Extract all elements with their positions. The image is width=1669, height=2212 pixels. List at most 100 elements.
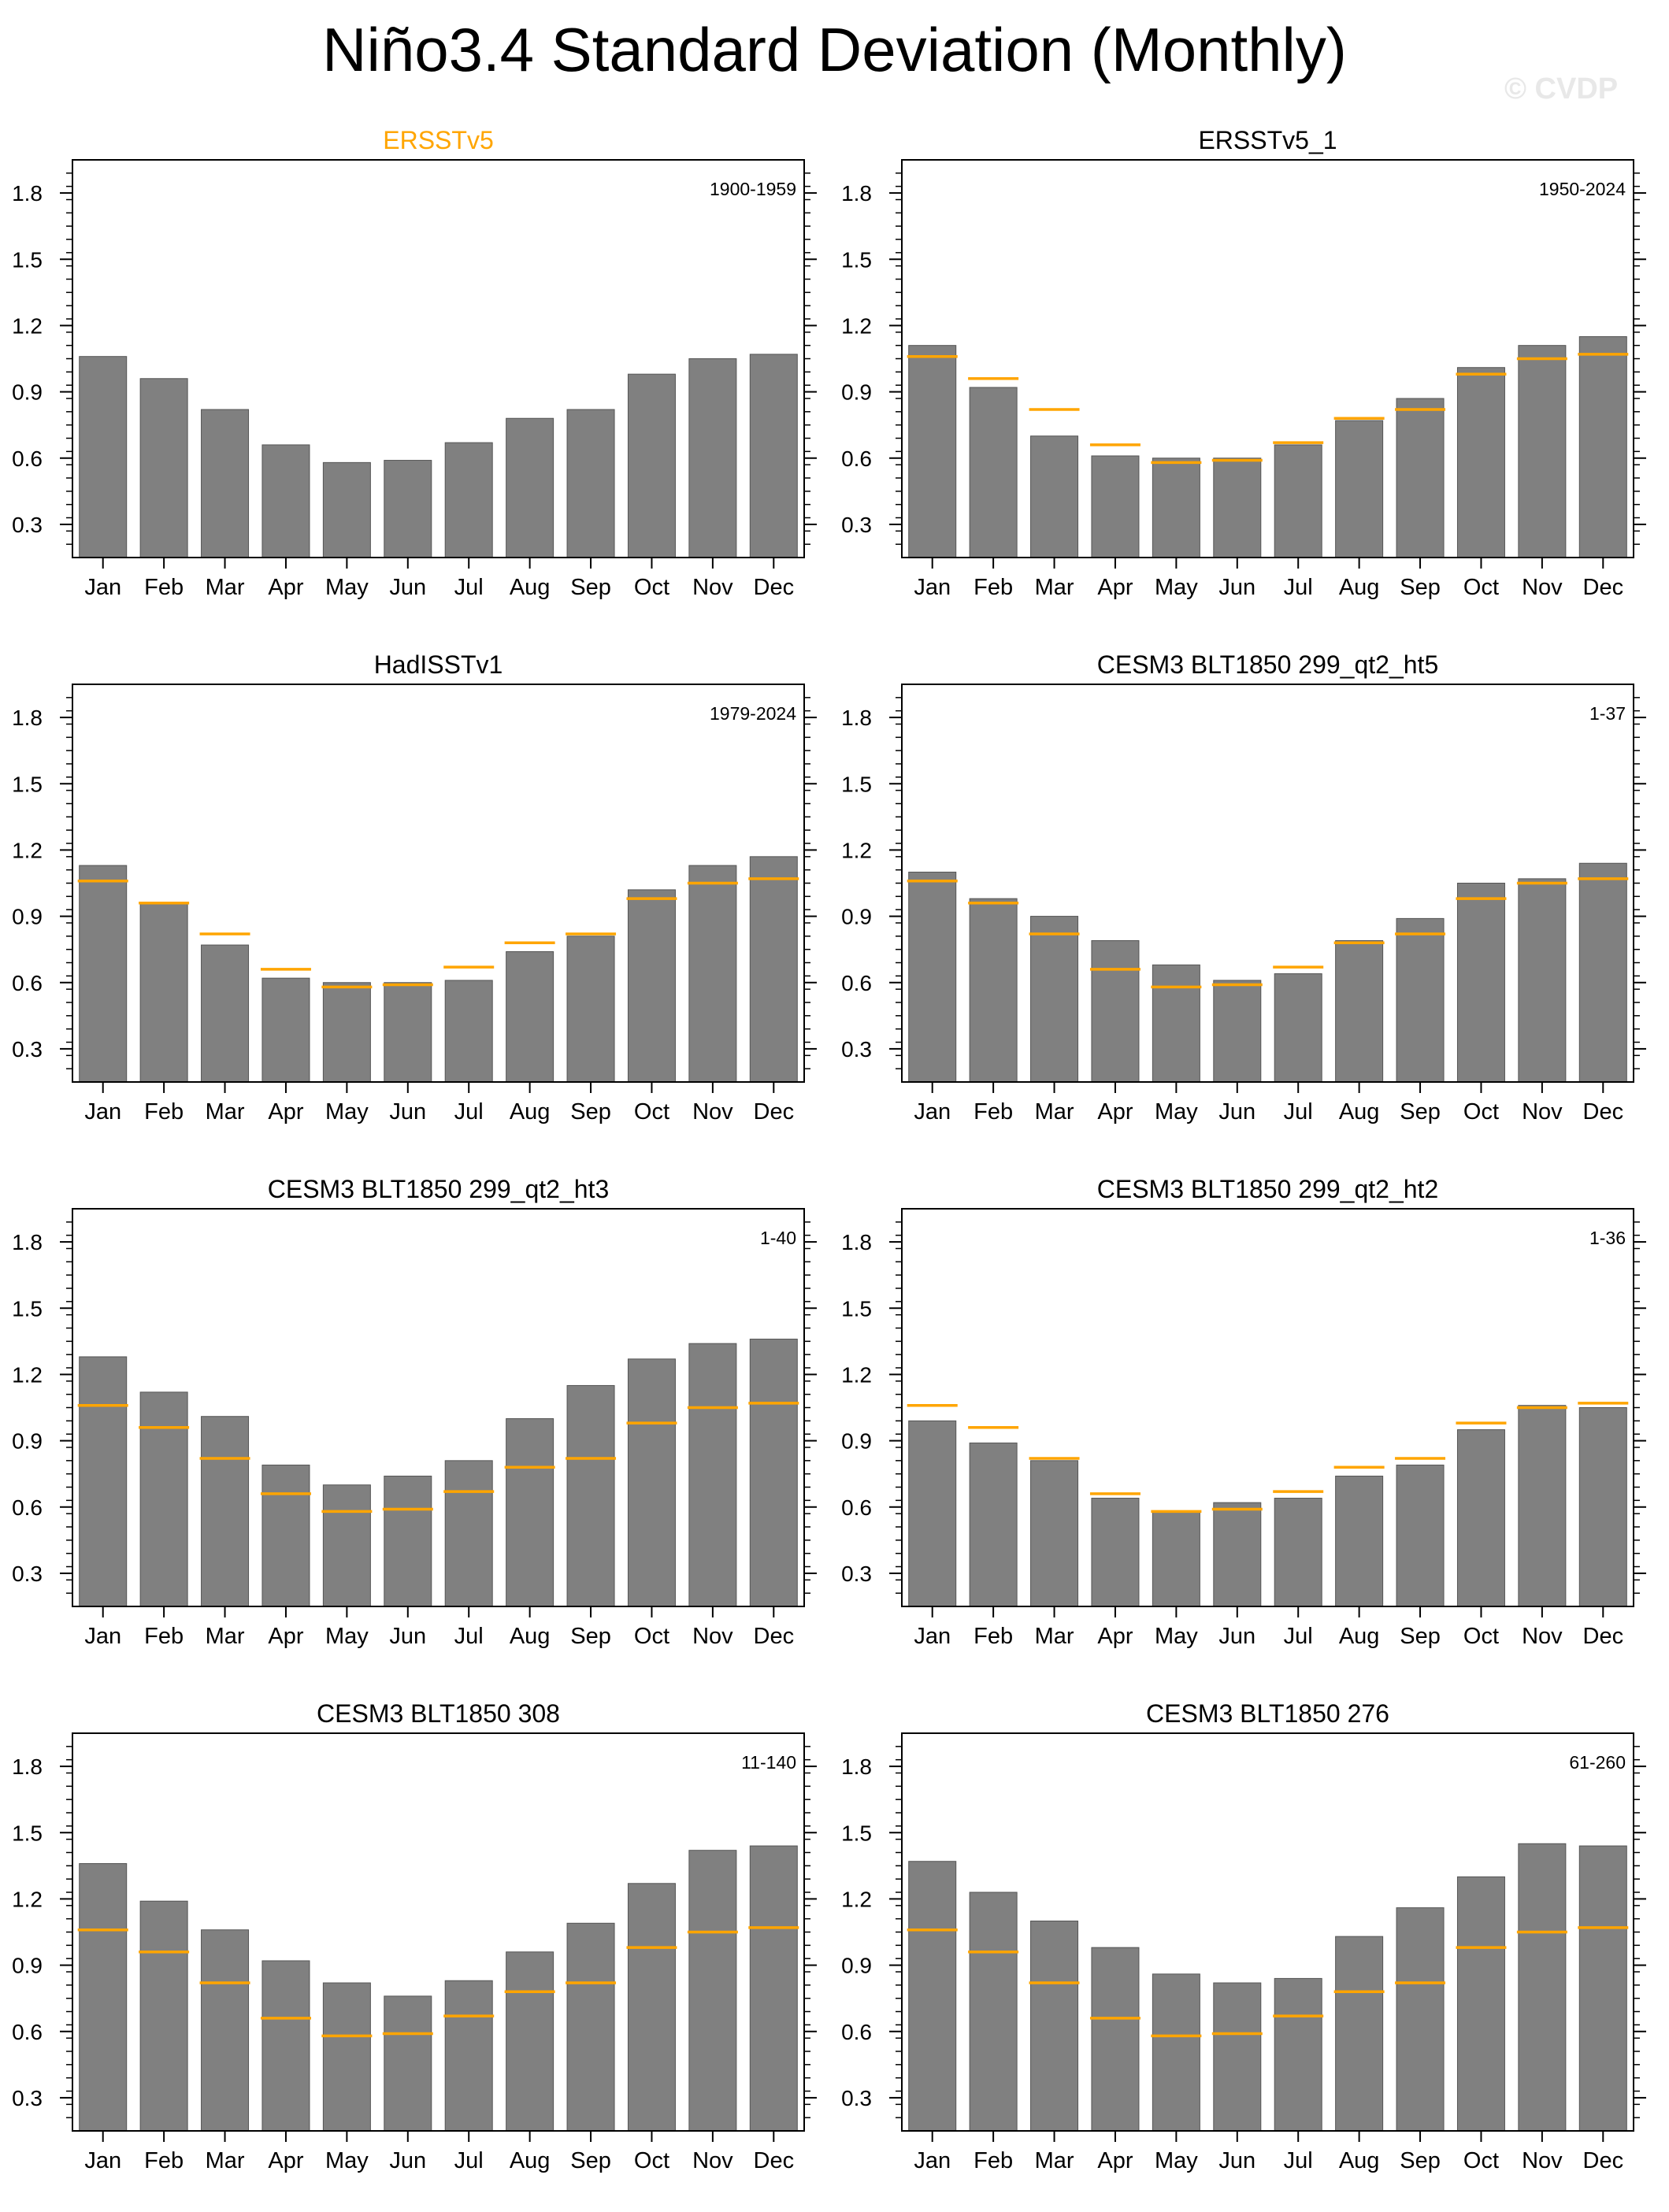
bar xyxy=(322,1484,371,1607)
bar xyxy=(1396,398,1445,558)
x-tick-label: Mar xyxy=(206,2148,245,2173)
y-tick-label: 1.8 xyxy=(841,1230,872,1254)
bar xyxy=(969,1442,1018,1607)
plot-frame xyxy=(72,1208,805,1607)
y-tick-label: 0.3 xyxy=(12,1037,43,1062)
panel-title: ERSSTv5 xyxy=(383,126,493,154)
x-tick-label: Nov xyxy=(692,1624,733,1649)
bar xyxy=(1152,964,1200,1083)
y-tick-label: 0.3 xyxy=(12,2086,43,2110)
bar xyxy=(1274,1977,1322,2132)
bar xyxy=(322,1982,371,2132)
bar xyxy=(627,1358,676,1607)
bar xyxy=(506,1418,554,1607)
x-tick-label: Aug xyxy=(1339,575,1380,600)
x-tick-label: Feb xyxy=(144,1099,184,1125)
bar xyxy=(1335,939,1384,1083)
bar xyxy=(139,378,188,558)
bar xyxy=(908,345,957,558)
x-tick-label: Jun xyxy=(1218,1624,1255,1649)
y-tick-label: 0.9 xyxy=(12,380,43,405)
y-tick-label: 1.8 xyxy=(841,1754,872,1779)
bar xyxy=(444,1980,493,2132)
plot-frame xyxy=(72,159,805,558)
x-tick-label: Feb xyxy=(974,1099,1013,1125)
x-tick-label: Feb xyxy=(144,575,184,600)
x-tick-label: Oct xyxy=(634,1099,669,1125)
bar xyxy=(1518,345,1567,558)
x-tick-label: Aug xyxy=(510,1099,551,1125)
bar xyxy=(627,373,676,558)
y-tick-label: 0.3 xyxy=(841,513,872,537)
panel-title: CESM3 BLT1850 299_qt2_ht2 xyxy=(1097,1175,1438,1203)
bar xyxy=(261,1464,310,1607)
x-tick-label: Oct xyxy=(634,2148,669,2173)
bar xyxy=(566,1384,615,1607)
bar xyxy=(1091,1947,1140,2132)
bar xyxy=(1396,1907,1445,2132)
bar xyxy=(969,387,1018,558)
x-tick-label: May xyxy=(1155,575,1198,600)
bar xyxy=(322,461,371,558)
bar xyxy=(908,1861,957,2132)
bar xyxy=(261,977,310,1083)
y-tick-label: 0.9 xyxy=(12,1429,43,1454)
x-tick-label: Dec xyxy=(754,1099,795,1125)
x-tick-label: Oct xyxy=(634,575,669,600)
period-label: 1950-2024 xyxy=(1539,179,1626,199)
bar xyxy=(1030,1460,1079,1607)
y-tick-label: 0.6 xyxy=(12,2020,43,2044)
bar xyxy=(1274,444,1322,558)
y-tick-label: 1.5 xyxy=(841,1821,872,1845)
x-tick-label: Aug xyxy=(1339,2148,1380,2173)
panel-title: HadISSTv1 xyxy=(374,650,503,679)
bar xyxy=(1335,1475,1384,1607)
y-tick-label: 1.2 xyxy=(12,1362,43,1387)
y-tick-label: 0.9 xyxy=(841,1429,872,1454)
x-tick-label: Nov xyxy=(1522,1099,1563,1125)
bar xyxy=(1213,1502,1262,1607)
x-tick-label: May xyxy=(1155,1624,1198,1649)
x-tick-label: Jul xyxy=(454,575,484,600)
y-tick-label: 1.2 xyxy=(841,1887,872,1911)
bar xyxy=(688,1343,737,1607)
y-tick-label: 0.3 xyxy=(841,2086,872,2110)
bar xyxy=(1091,1498,1140,1607)
y-tick-label: 0.9 xyxy=(841,380,872,405)
x-tick-label: Apr xyxy=(1097,2148,1133,2173)
bar xyxy=(1030,435,1079,558)
bar xyxy=(79,356,128,558)
bar xyxy=(1274,1498,1322,1607)
bar xyxy=(1091,455,1140,558)
bar xyxy=(384,460,432,558)
y-tick-label: 1.8 xyxy=(12,1754,43,1779)
y-tick-label: 1.2 xyxy=(841,838,872,862)
x-tick-label: Jan xyxy=(84,1624,121,1649)
y-tick-label: 0.9 xyxy=(12,1954,43,1978)
x-tick-label: Sep xyxy=(570,575,611,600)
x-tick-label: Jul xyxy=(454,1624,484,1649)
bar xyxy=(969,898,1018,1083)
bar xyxy=(1456,883,1505,1083)
y-tick-label: 1.8 xyxy=(12,181,43,206)
x-tick-label: Dec xyxy=(754,575,795,600)
bar xyxy=(1274,973,1322,1083)
x-tick-label: Apr xyxy=(1097,1099,1133,1125)
y-tick-label: 0.6 xyxy=(12,446,43,471)
panel-title: CESM3 BLT1850 299_qt2_ht3 xyxy=(268,1175,609,1203)
x-tick-label: Jan xyxy=(914,2148,951,2173)
bar xyxy=(688,1850,737,2132)
bar xyxy=(1335,420,1384,558)
y-tick-label: 0.3 xyxy=(841,1037,872,1062)
bar xyxy=(1152,1973,1200,2132)
y-tick-label: 0.6 xyxy=(841,1495,872,1520)
bar xyxy=(201,944,250,1083)
bar xyxy=(566,409,615,558)
x-tick-label: Jun xyxy=(1218,1099,1255,1125)
bar xyxy=(139,1391,188,1607)
watermark: © CVDP xyxy=(1504,72,1619,106)
y-tick-label: 1.5 xyxy=(12,1296,43,1321)
bar xyxy=(1578,335,1627,558)
x-tick-label: Aug xyxy=(510,1624,551,1649)
bar xyxy=(201,1416,250,1607)
